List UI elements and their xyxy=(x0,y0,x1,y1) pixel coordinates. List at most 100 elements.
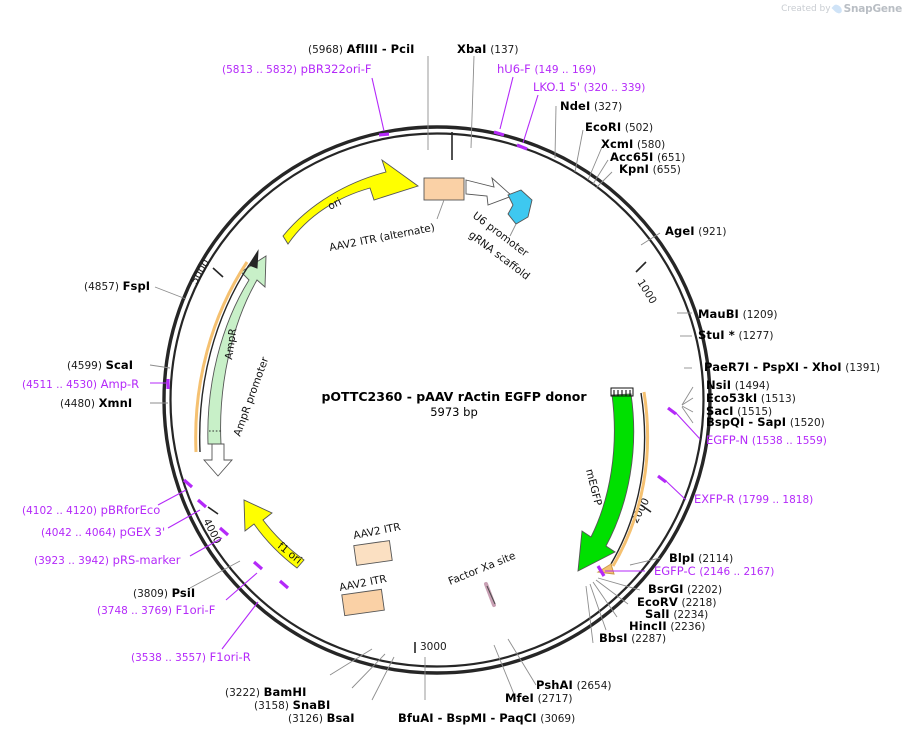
label-mfeI[interactable]: MfeI (2717) xyxy=(505,691,573,705)
primer-name-lko1-5: LKO.1 5' xyxy=(533,80,581,94)
label-hincII[interactable]: HincII (2236) xyxy=(629,619,705,633)
pos-ecoRV: (2218) xyxy=(681,597,717,609)
label-pbr322ori-f[interactable]: (5813 .. 5832) pBR322ori-F xyxy=(222,62,372,76)
label-xbaI[interactable]: XbaI (137) xyxy=(457,42,518,56)
pos-f1ori-f: (3748 .. 3769) xyxy=(97,605,172,617)
label-stuI[interactable]: StuI * (1277) xyxy=(698,328,773,342)
label-acc65I[interactable]: Acc65I (651) xyxy=(610,150,685,164)
leader-nsiI-group xyxy=(681,386,694,424)
pos-hincII: (2236) xyxy=(670,621,706,633)
enzyme-name-mfeI: MfeI xyxy=(505,691,534,705)
label-pshaI[interactable]: PshAI (2654) xyxy=(536,678,612,692)
enzyme-name-bsaI: BsaI xyxy=(326,711,355,725)
label-paer7I-pspxI-xhoI[interactable]: PaeR7I - PspXI - XhoI (1391) xyxy=(704,360,881,374)
label-psiI[interactable]: (3809) PsiI xyxy=(133,586,195,600)
label-eco53kI[interactable]: Eco53kI (1513) xyxy=(706,391,796,405)
primer-name-f1ori-r: F1ori-R xyxy=(209,650,251,664)
leader-xcmI xyxy=(587,146,603,181)
label-bsaI[interactable]: (3126) BsaI xyxy=(288,711,355,725)
leader-ecoRI xyxy=(574,129,584,173)
enzyme-name-sapI: SapI xyxy=(757,415,787,429)
label-bamhI[interactable]: (3222) BamHI xyxy=(225,685,307,699)
label-bspqI-sapI[interactable]: BspQI - SapI (1520) xyxy=(706,415,825,429)
pos-stuI: (1277) xyxy=(738,330,774,342)
primer-name-pbr322ori-f: pBR322ori-F xyxy=(300,62,372,76)
leader-f1ori-r xyxy=(221,579,290,650)
label-blpI[interactable]: BlpI (2114) xyxy=(669,551,733,565)
leader-xbaI xyxy=(470,55,475,149)
label-lko1-5[interactable]: LKO.1 5' (320 .. 339) xyxy=(533,80,645,94)
label-bsrgI[interactable]: BsrGI (2202) xyxy=(648,582,722,596)
enzyme-name-nsiI: NsiI xyxy=(706,378,732,392)
enzyme-name-maubI: MauBI xyxy=(698,307,739,321)
leader-scaI xyxy=(149,364,171,369)
label-xcmI[interactable]: XcmI (580) xyxy=(601,137,665,151)
label-maubI[interactable]: MauBI (1209) xyxy=(698,307,778,321)
page-title: pOTTC2360 - pAAV rActin EGFP donor xyxy=(321,389,587,404)
leader-psiI xyxy=(189,560,241,589)
leader-bamhI xyxy=(329,648,373,676)
pos-pshaI: (2654) xyxy=(576,680,612,692)
leader-lko1-5 xyxy=(516,94,539,151)
label-ecoRI[interactable]: EcoRI (502) xyxy=(585,120,653,134)
primer-name-egfp-n: EGFP-N xyxy=(706,433,749,447)
label-bfuaI-bspmI-paqcI[interactable]: BfuAI - BspMI - PaqCI (3069) xyxy=(398,711,576,725)
label-prs-marker[interactable]: (3923 .. 3942) pRS-marker xyxy=(34,553,180,567)
label-xmnI[interactable]: (4480) XmnI xyxy=(60,396,132,410)
enzyme-name-ageI: AgeI xyxy=(665,224,695,238)
label-sacI[interactable]: SacI (1515) xyxy=(706,404,772,418)
label-ecoRV[interactable]: EcoRV (2218) xyxy=(637,595,716,609)
leader-hu6-f xyxy=(493,76,514,137)
enzyme-name-paer7I: PaeR7I xyxy=(704,360,750,374)
label-snabI[interactable]: (3158) SnaBI xyxy=(254,698,330,712)
label-aflIII-pciI[interactable]: (5968) AflIII - PciI xyxy=(308,42,415,56)
label-ndeI[interactable]: NdeI (327) xyxy=(560,99,622,113)
enzyme-name-kpnI: KpnI xyxy=(619,162,650,176)
label-egfp-n[interactable]: EGFP-N (1538 .. 1559) xyxy=(706,433,827,447)
watermark-brand: SnapGene xyxy=(843,3,903,15)
pos-kpnI: (655) xyxy=(652,164,681,176)
label-f1ori-r[interactable]: (3538 .. 3557) F1ori-R xyxy=(131,650,251,664)
pos-xcmI: (580) xyxy=(637,139,666,151)
enzyme-name-pspxI: PspXI xyxy=(762,360,800,374)
ruler-ticks: 1000 2000 3000 4000 5000 xyxy=(188,258,659,653)
leader-mfeI xyxy=(493,644,517,700)
leader-egfp-n xyxy=(667,406,701,440)
primer-name-egfp-c: EGFP-C xyxy=(654,564,696,578)
label-pgex-3[interactable]: (4042 .. 4064) pGEX 3' xyxy=(41,525,165,539)
label-scaI[interactable]: (4599) ScaI xyxy=(67,358,133,372)
label-exfp-r[interactable]: EXFP-R (1799 .. 1818) xyxy=(694,492,813,506)
pos-aflIII-pciI: (5968) xyxy=(308,44,343,56)
enzyme-name-hincII: HincII xyxy=(629,619,667,633)
enzyme-name-stuI: StuI * xyxy=(698,328,735,342)
label-hu6-f[interactable]: hU6-F (149 .. 169) xyxy=(497,62,596,76)
label-f1ori-f[interactable]: (3748 .. 3769) F1ori-F xyxy=(97,603,215,617)
enzyme-name-ndeI: NdeI xyxy=(560,99,591,113)
label-amp-r[interactable]: (4511 .. 4530) Amp-R xyxy=(22,377,139,391)
label-egfp-c[interactable]: EGFP-C (2146 .. 2167) xyxy=(654,564,774,578)
pos-ecoRI: (502) xyxy=(624,122,654,134)
leader-f1ori-f xyxy=(225,560,264,601)
enzyme-name-bspmI: BspMI xyxy=(446,711,487,725)
label-pbrforeco[interactable]: (4102 .. 4120) pBRforEco xyxy=(22,503,160,517)
enzyme-name-pshaI: PshAI xyxy=(536,678,573,692)
label-fspI[interactable]: (4857) FspI xyxy=(84,279,150,293)
pos-bsrgI: (2202) xyxy=(687,584,723,596)
plasmid-backbone xyxy=(162,125,712,675)
label-ageI[interactable]: AgeI (921) xyxy=(665,224,727,238)
label-nsiI[interactable]: NsiI (1494) xyxy=(706,378,770,392)
pos-hu6-f: (149 .. 169) xyxy=(534,64,597,76)
enzyme-name-ecoRI: EcoRI xyxy=(585,120,622,134)
pos-bspqI-sapI: (1520) xyxy=(789,417,825,429)
pos-egfp-n: (1538 .. 1559) xyxy=(751,435,827,447)
label-bbsI[interactable]: BbsI (2287) xyxy=(599,631,666,645)
pos-salI: (2234) xyxy=(673,609,709,621)
enzyme-name-xcmI: XcmI xyxy=(601,137,634,151)
label-kpnI[interactable]: KpnI (655) xyxy=(619,162,681,176)
enzyme-name-blpI: BlpI xyxy=(669,551,695,565)
pos-snabI: (3158) xyxy=(254,700,289,712)
label-salI[interactable]: SalI (2234) xyxy=(645,607,708,621)
enzyme-name-bfuaI: BfuAI xyxy=(398,711,434,725)
leader-pbrforeco xyxy=(157,478,194,506)
